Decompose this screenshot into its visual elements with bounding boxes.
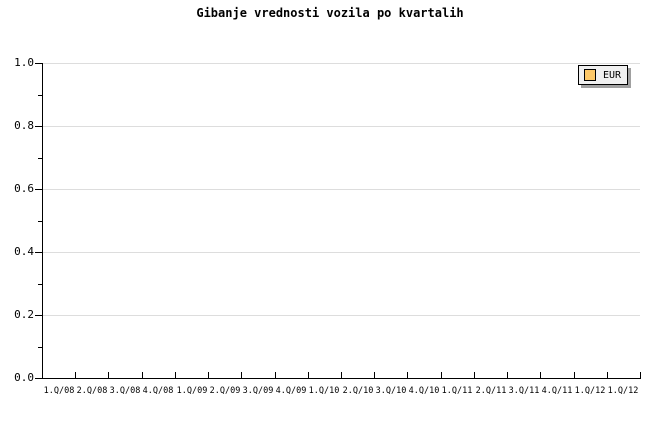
legend-label-eur: EUR <box>603 69 622 81</box>
x-tick <box>507 372 508 378</box>
y-minor-tick <box>38 158 42 159</box>
x-axis-label: 1.Q/12 <box>574 386 606 396</box>
y-axis-line <box>42 63 43 379</box>
x-tick <box>474 372 475 378</box>
x-axis-line <box>42 378 641 379</box>
x-tick <box>640 372 641 378</box>
x-axis-label: 1.Q/10 <box>308 386 340 396</box>
x-tick <box>208 372 209 378</box>
y-axis-label: 0.6 <box>14 182 34 195</box>
x-tick <box>441 372 442 378</box>
y-axis-label: 0.4 <box>14 245 34 258</box>
y-axis-label: 0.0 <box>14 371 34 384</box>
x-axis-label: 4.Q/09 <box>275 386 307 396</box>
x-tick <box>175 372 176 378</box>
y-gridline <box>43 126 640 127</box>
x-axis-label: 1.Q/11 <box>441 386 473 396</box>
x-axis-label: 4.Q/11 <box>541 386 573 396</box>
y-gridline <box>43 252 640 253</box>
x-axis-label: 2.Q/08 <box>76 386 108 396</box>
y-axis-label: 1.0 <box>14 56 34 69</box>
x-axis-label: 3.Q/11 <box>508 386 540 396</box>
x-axis-label: 2.Q/10 <box>342 386 374 396</box>
legend-box: EUR <box>578 65 628 85</box>
x-tick <box>308 372 309 378</box>
y-major-tick <box>35 315 42 316</box>
y-gridline <box>43 63 640 64</box>
x-tick <box>374 372 375 378</box>
x-axis-label: 1.Q/08 <box>43 386 75 396</box>
x-tick <box>540 372 541 378</box>
x-axis-label: 3.Q/09 <box>242 386 274 396</box>
y-major-tick <box>35 252 42 253</box>
y-minor-tick <box>38 347 42 348</box>
x-tick <box>407 372 408 378</box>
y-major-tick <box>35 378 42 379</box>
y-minor-tick <box>38 221 42 222</box>
x-tick <box>142 372 143 378</box>
y-major-tick <box>35 189 42 190</box>
x-tick <box>108 372 109 378</box>
x-axis-label: 3.Q/08 <box>109 386 141 396</box>
y-major-tick <box>35 63 42 64</box>
y-gridline <box>43 189 640 190</box>
y-gridline <box>43 315 640 316</box>
x-tick <box>75 372 76 378</box>
chart-title: Gibanje vrednosti vozila po kvartalih <box>196 6 464 20</box>
y-axis-label: 0.2 <box>14 308 34 321</box>
legend-swatch-eur <box>584 69 596 81</box>
x-axis-label: 3.Q/10 <box>375 386 407 396</box>
x-axis-label: 2.Q/09 <box>209 386 241 396</box>
x-axis-label: 4.Q/10 <box>408 386 440 396</box>
y-major-tick <box>35 126 42 127</box>
x-axis-label: 4.Q/08 <box>142 386 174 396</box>
x-tick <box>275 372 276 378</box>
y-minor-tick <box>38 284 42 285</box>
x-tick <box>574 372 575 378</box>
x-tick <box>241 372 242 378</box>
x-axis-label: 1.Q/09 <box>176 386 208 396</box>
x-tick <box>341 372 342 378</box>
x-axis-label: 2.Q/11 <box>475 386 507 396</box>
x-axis-label: 1.Q/12 <box>607 386 639 396</box>
y-minor-tick <box>38 95 42 96</box>
y-axis-label: 0.8 <box>14 119 34 132</box>
x-tick <box>607 372 608 378</box>
